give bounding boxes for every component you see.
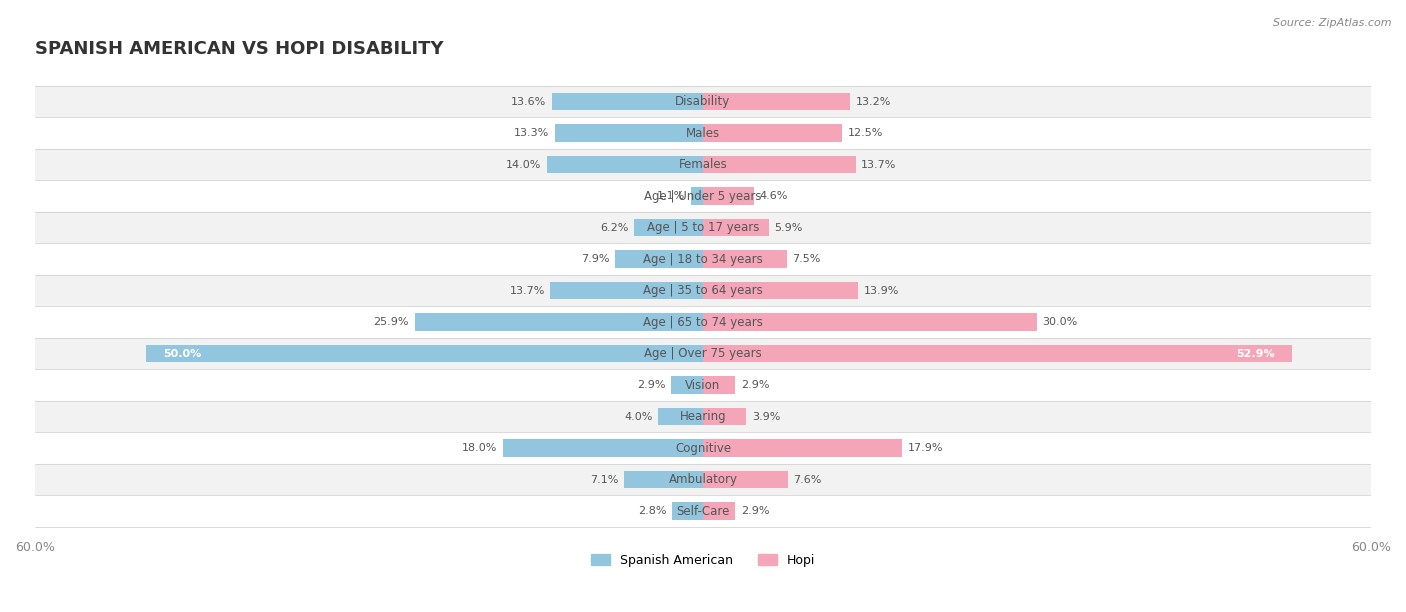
Text: 5.9%: 5.9% <box>775 223 803 233</box>
Legend: Spanish American, Hopi: Spanish American, Hopi <box>586 548 820 572</box>
Text: 2.9%: 2.9% <box>637 380 665 390</box>
Bar <box>624 471 703 488</box>
Bar <box>547 156 703 173</box>
FancyBboxPatch shape <box>35 275 1371 307</box>
Text: 13.2%: 13.2% <box>855 97 891 106</box>
Bar <box>703 502 735 520</box>
FancyBboxPatch shape <box>35 118 1371 149</box>
Bar <box>551 93 703 110</box>
Text: 13.7%: 13.7% <box>860 160 897 170</box>
Text: 2.9%: 2.9% <box>741 506 769 516</box>
Bar <box>703 219 769 236</box>
Text: 50.0%: 50.0% <box>163 349 201 359</box>
Text: Hearing: Hearing <box>679 410 727 423</box>
Bar <box>672 502 703 520</box>
Text: Age | 5 to 17 years: Age | 5 to 17 years <box>647 221 759 234</box>
Text: 7.6%: 7.6% <box>793 475 821 485</box>
Bar <box>671 376 703 394</box>
Text: 13.7%: 13.7% <box>509 286 546 296</box>
FancyBboxPatch shape <box>35 212 1371 244</box>
FancyBboxPatch shape <box>35 401 1371 433</box>
Bar <box>703 124 842 142</box>
Bar <box>703 345 1292 362</box>
Bar <box>703 313 1038 330</box>
Bar <box>551 282 703 299</box>
FancyBboxPatch shape <box>35 495 1371 527</box>
Bar <box>703 471 787 488</box>
Text: 18.0%: 18.0% <box>461 443 496 453</box>
FancyBboxPatch shape <box>35 181 1371 212</box>
Text: Females: Females <box>679 158 727 171</box>
Text: 4.0%: 4.0% <box>624 412 652 422</box>
Text: 25.9%: 25.9% <box>374 317 409 327</box>
Bar <box>634 219 703 236</box>
Bar <box>415 313 703 330</box>
Text: Age | 35 to 64 years: Age | 35 to 64 years <box>643 284 763 297</box>
Bar <box>555 124 703 142</box>
Text: 1.1%: 1.1% <box>657 191 685 201</box>
Text: Age | Under 5 years: Age | Under 5 years <box>644 190 762 203</box>
Text: 7.5%: 7.5% <box>792 254 821 264</box>
Text: 2.8%: 2.8% <box>638 506 666 516</box>
Text: 7.1%: 7.1% <box>591 475 619 485</box>
Text: Self-Care: Self-Care <box>676 505 730 518</box>
Text: 12.5%: 12.5% <box>848 128 883 138</box>
Text: 3.9%: 3.9% <box>752 412 780 422</box>
Text: SPANISH AMERICAN VS HOPI DISABILITY: SPANISH AMERICAN VS HOPI DISABILITY <box>35 40 443 58</box>
Text: Disability: Disability <box>675 95 731 108</box>
Text: 7.9%: 7.9% <box>581 254 609 264</box>
Bar <box>703 187 754 205</box>
Text: 14.0%: 14.0% <box>506 160 541 170</box>
FancyBboxPatch shape <box>35 433 1371 464</box>
Text: 13.3%: 13.3% <box>515 128 550 138</box>
Text: 4.6%: 4.6% <box>759 191 789 201</box>
Bar <box>703 156 855 173</box>
Text: 6.2%: 6.2% <box>600 223 628 233</box>
Text: 52.9%: 52.9% <box>1237 349 1275 359</box>
Bar <box>703 282 858 299</box>
Text: 17.9%: 17.9% <box>908 443 943 453</box>
Text: Source: ZipAtlas.com: Source: ZipAtlas.com <box>1274 18 1392 28</box>
FancyBboxPatch shape <box>35 86 1371 118</box>
Bar <box>703 250 786 267</box>
FancyBboxPatch shape <box>35 338 1371 370</box>
Bar <box>502 439 703 457</box>
Bar <box>703 408 747 425</box>
Text: 2.9%: 2.9% <box>741 380 769 390</box>
Text: 13.6%: 13.6% <box>510 97 546 106</box>
Bar <box>703 376 735 394</box>
FancyBboxPatch shape <box>35 464 1371 495</box>
Bar <box>658 408 703 425</box>
Text: Ambulatory: Ambulatory <box>668 473 738 486</box>
Bar <box>703 439 903 457</box>
FancyBboxPatch shape <box>35 307 1371 338</box>
Bar <box>614 250 703 267</box>
Text: 13.9%: 13.9% <box>863 286 898 296</box>
Text: Cognitive: Cognitive <box>675 442 731 455</box>
Text: 30.0%: 30.0% <box>1043 317 1078 327</box>
FancyBboxPatch shape <box>35 149 1371 181</box>
Bar <box>690 187 703 205</box>
Text: Age | Over 75 years: Age | Over 75 years <box>644 347 762 360</box>
FancyBboxPatch shape <box>35 370 1371 401</box>
Text: Males: Males <box>686 127 720 140</box>
Text: Vision: Vision <box>685 379 721 392</box>
Bar <box>703 93 851 110</box>
Text: Age | 18 to 34 years: Age | 18 to 34 years <box>643 253 763 266</box>
FancyBboxPatch shape <box>35 244 1371 275</box>
Bar <box>146 345 703 362</box>
Text: Age | 65 to 74 years: Age | 65 to 74 years <box>643 316 763 329</box>
